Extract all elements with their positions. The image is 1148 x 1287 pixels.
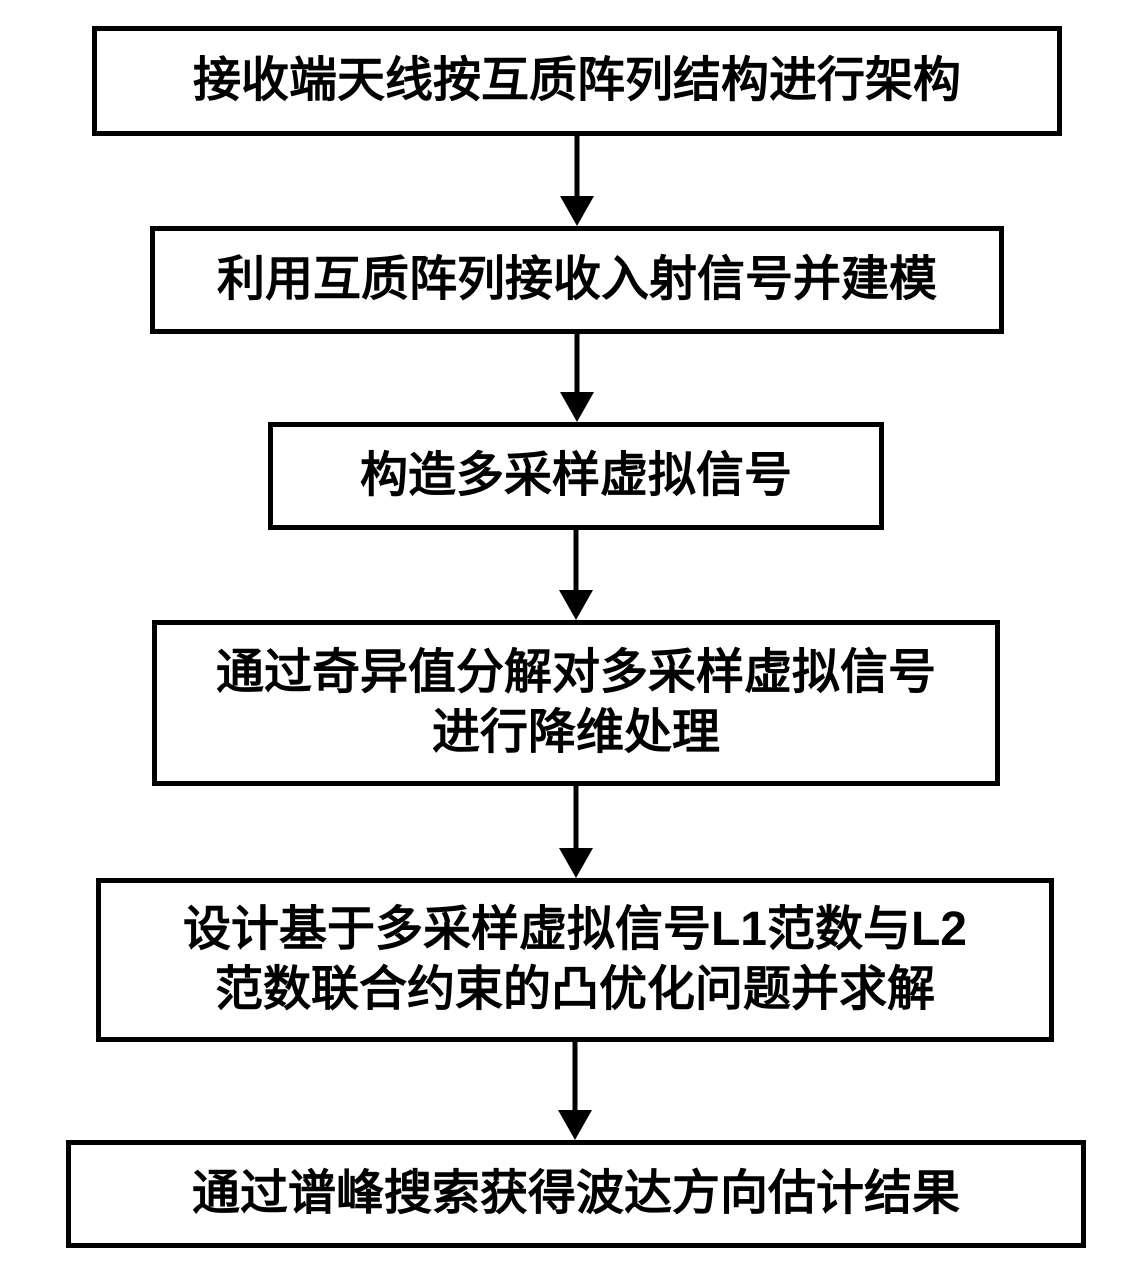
flowchart-node: 通过奇异值分解对多采样虚拟信号进行降维处理	[152, 620, 1000, 786]
arrow-head-icon	[558, 1110, 592, 1140]
node-text-line: 通过奇异值分解对多采样虚拟信号	[216, 643, 936, 703]
node-text-line: 构造多采样虚拟信号	[360, 446, 792, 506]
flowchart-node: 构造多采样虚拟信号	[268, 422, 884, 530]
flowchart-node: 接收端天线按互质阵列结构进行架构	[92, 26, 1062, 136]
node-text-line: 设计基于多采样虚拟信号L1范数与L2	[183, 900, 967, 960]
node-text-line: 进行降维处理	[432, 703, 720, 763]
flowchart-node: 设计基于多采样虚拟信号L1范数与L2范数联合约束的凸优化问题并求解	[96, 878, 1054, 1042]
flowchart-canvas: 接收端天线按互质阵列结构进行架构利用互质阵列接收入射信号并建模构造多采样虚拟信号…	[0, 0, 1148, 1287]
arrow-head-icon	[560, 196, 594, 226]
arrow-head-icon	[559, 848, 593, 878]
node-text-line: 通过谱峰搜索获得波达方向估计结果	[192, 1164, 960, 1224]
arrow-head-icon	[560, 392, 594, 422]
node-text-line: 范数联合约束的凸优化问题并求解	[215, 960, 935, 1020]
flowchart-node: 利用互质阵列接收入射信号并建模	[150, 226, 1004, 334]
node-text-line: 接收端天线按互质阵列结构进行架构	[193, 51, 961, 111]
flowchart-node: 通过谱峰搜索获得波达方向估计结果	[66, 1140, 1086, 1248]
node-text-line: 利用互质阵列接收入射信号并建模	[217, 250, 937, 310]
arrow-head-icon	[559, 590, 593, 620]
